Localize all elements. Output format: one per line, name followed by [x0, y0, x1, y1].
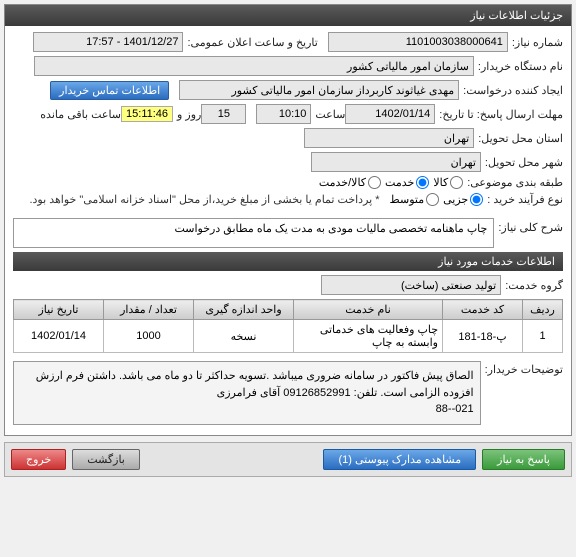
- proc-jozei-radio[interactable]: [470, 193, 483, 206]
- exit-button[interactable]: خروج: [11, 449, 66, 470]
- subj-kala-radio[interactable]: [450, 176, 463, 189]
- deadline-date-field: [345, 104, 435, 124]
- deadline-time-field: [256, 104, 311, 124]
- cell-code: پ-18-181: [443, 320, 523, 353]
- panel-title: جزئیات اطلاعات نیاز: [5, 5, 571, 26]
- col-date: تاریخ نیاز: [14, 300, 104, 320]
- cell-unit: نسخه: [194, 320, 294, 353]
- deadline-label: مهلت ارسال پاسخ: تا تاریخ:: [439, 108, 563, 121]
- province-label: استان محل تحویل:: [478, 132, 563, 145]
- buyer-org-field: [34, 56, 474, 76]
- col-qty: تعداد / مقدار: [104, 300, 194, 320]
- buyer-contact-button[interactable]: اطلاعات تماس خریدار: [50, 81, 169, 100]
- requester-field: [179, 80, 459, 100]
- announce-label: تاریخ و ساعت اعلان عمومی:: [187, 36, 317, 49]
- service-group-field: [321, 275, 501, 295]
- need-no-field: [328, 32, 508, 52]
- province-field: [304, 128, 474, 148]
- buyer-notes-line2: افزوده الزامی است. تلفن: 09126852991 آقا…: [20, 385, 474, 402]
- buyer-notes-label: توضیحات خریدار:: [485, 357, 563, 376]
- days-field: [201, 104, 246, 124]
- need-title-box: چاپ ماهنامه تخصصی مالیات مودی به مدت یک …: [13, 218, 494, 248]
- city-label: شهر محل تحویل:: [485, 156, 563, 169]
- need-title-label: شرح کلی نیاز:: [498, 218, 563, 234]
- cell-date: 1402/01/14: [14, 320, 104, 353]
- subj-khadamat-option[interactable]: خدمت: [385, 176, 429, 189]
- buyer-org-label: نام دستگاه خریدار:: [478, 60, 563, 73]
- requester-label: ایجاد کننده درخواست:: [463, 84, 563, 97]
- cell-qty: 1000: [104, 320, 194, 353]
- remain-label: ساعت باقی مانده: [40, 108, 121, 121]
- subject-radio-group: کالا خدمت کالا/خدمت: [319, 176, 463, 189]
- cell-name: چاپ وفعالیت های خدماتی وابسته به چاپ: [294, 320, 443, 353]
- need-no-label: شماره نیاز:: [512, 36, 563, 49]
- time-label-1: ساعت: [315, 108, 345, 121]
- col-name: نام خدمت: [294, 300, 443, 320]
- subj-kala-option[interactable]: کالا: [433, 176, 463, 189]
- need-details-panel: جزئیات اطلاعات نیاز شماره نیاز: تاریخ و …: [4, 4, 572, 436]
- subj-kalakhadamat-radio[interactable]: [368, 176, 381, 189]
- subject-label: طبقه بندی موضوعی:: [467, 176, 563, 189]
- services-section-header: اطلاعات خدمات مورد نیاز: [13, 252, 563, 271]
- col-row: ردیف: [523, 300, 563, 320]
- back-button[interactable]: بازگشت: [72, 449, 140, 470]
- action-bar: پاسخ به نیاز مشاهده مدارک پیوستی (1) باز…: [4, 442, 572, 477]
- proc-jozei-option[interactable]: جزیی: [443, 193, 483, 206]
- buyer-notes-line3: 021--88: [20, 401, 474, 418]
- process-note: * پرداخت تمام یا بخشی از مبلغ خرید،از مح…: [29, 193, 379, 206]
- table-row[interactable]: 1 پ-18-181 چاپ وفعالیت های خدماتی وابسته…: [14, 320, 563, 353]
- attachments-button[interactable]: مشاهده مدارک پیوستی (1): [323, 449, 476, 470]
- process-label: نوع فرآیند خرید :: [487, 193, 563, 206]
- reply-button[interactable]: پاسخ به نیاز: [482, 449, 565, 470]
- table-header-row: ردیف کد خدمت نام خدمت واحد اندازه گیری ت…: [14, 300, 563, 320]
- services-table: ردیف کد خدمت نام خدمت واحد اندازه گیری ت…: [13, 299, 563, 353]
- proc-motevaset-radio[interactable]: [426, 193, 439, 206]
- days-label: روز و: [177, 108, 201, 121]
- subj-kalakhadamat-option[interactable]: کالا/خدمت: [319, 176, 381, 189]
- cell-row: 1: [523, 320, 563, 353]
- panel-body: شماره نیاز: تاریخ و ساعت اعلان عمومی: نا…: [5, 26, 571, 435]
- city-field: [311, 152, 481, 172]
- col-unit: واحد اندازه گیری: [194, 300, 294, 320]
- subj-khadamat-radio[interactable]: [416, 176, 429, 189]
- buyer-notes-line1: الصاق پیش فاکتور در سامانه ضروری میباشد …: [20, 368, 474, 385]
- announce-field: [33, 32, 183, 52]
- process-radio-group: جزیی متوسط: [390, 193, 484, 206]
- buyer-notes-box: الصاق پیش فاکتور در سامانه ضروری میباشد …: [13, 361, 481, 425]
- proc-motevaset-option[interactable]: متوسط: [390, 193, 440, 206]
- countdown: 15:11:46: [121, 106, 173, 122]
- col-code: کد خدمت: [443, 300, 523, 320]
- service-group-label: گروه خدمت:: [505, 279, 563, 292]
